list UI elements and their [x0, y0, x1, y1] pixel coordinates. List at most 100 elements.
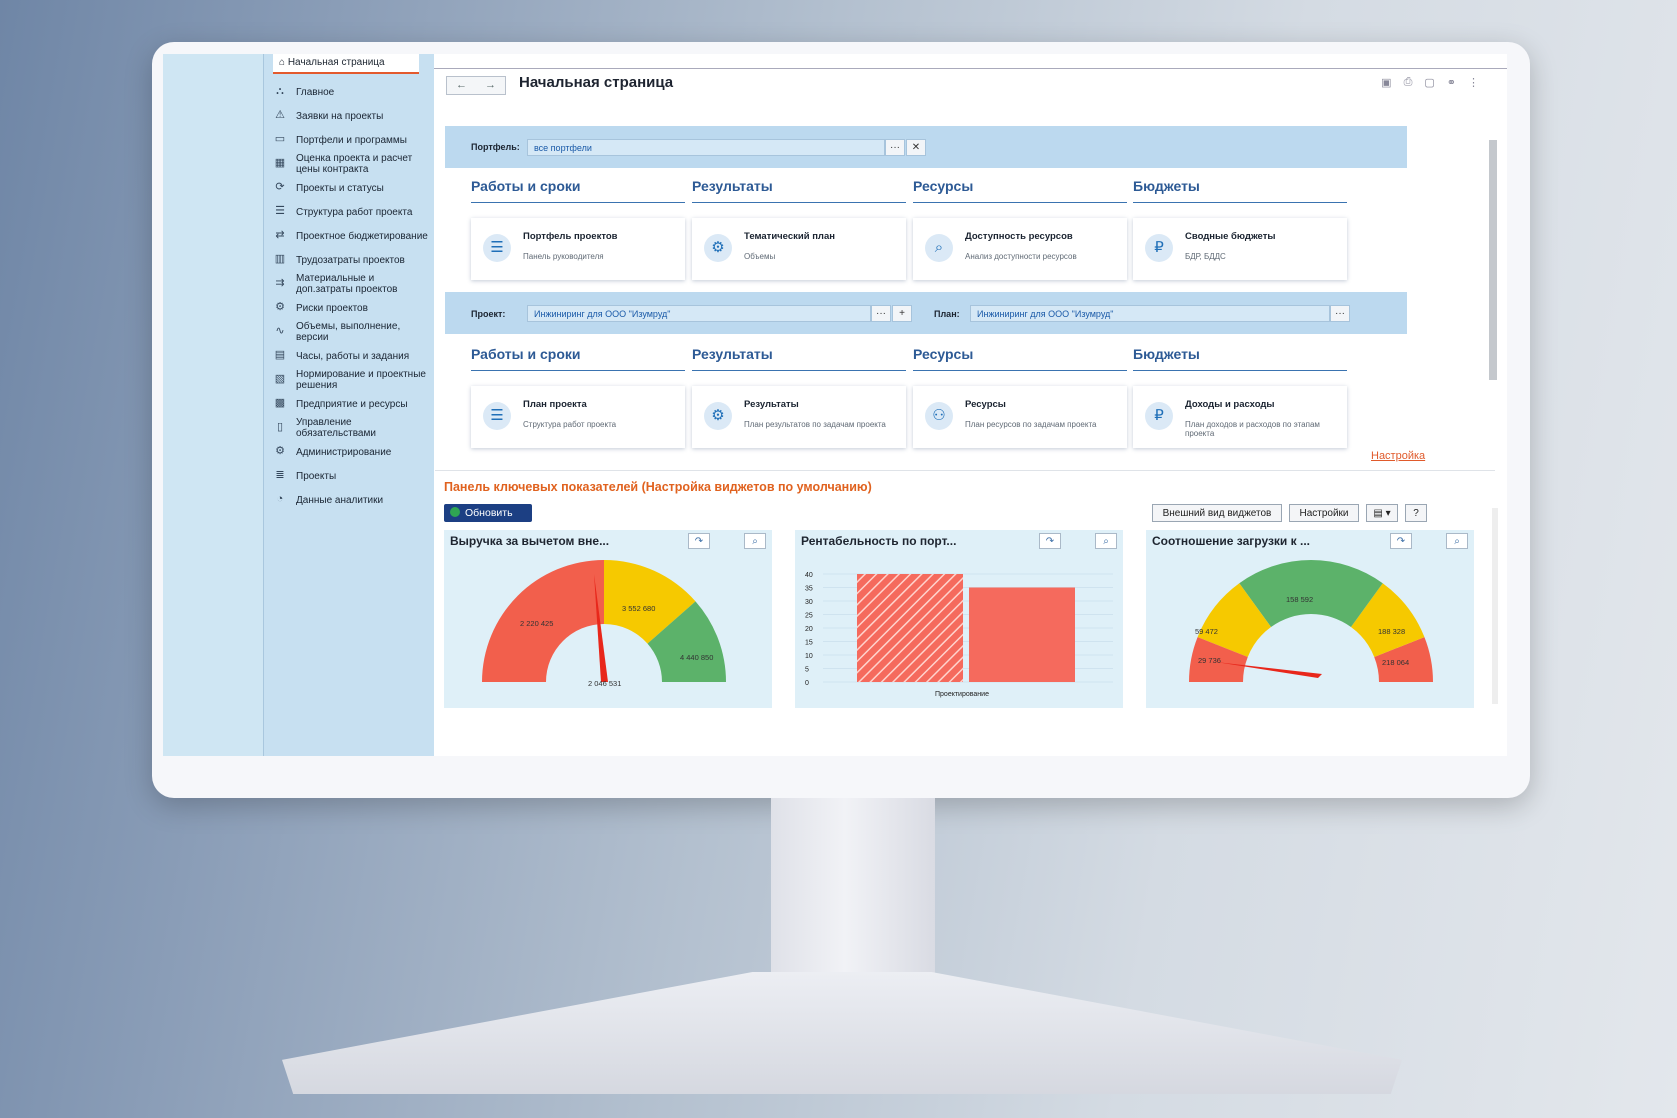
sidebar-item-7[interactable]: ▥ Трудозатраты проектов: [273, 248, 431, 272]
portfolio-clear-button[interactable]: ✕: [906, 139, 926, 156]
lower-scrollbar[interactable]: [1492, 508, 1498, 704]
card-subtitle: План ресурсов по задачам проекта: [965, 420, 1097, 429]
main-area: ← → Начальная страница ▣ ⎙ ▢ ⚭ ⋮ Портфел…: [434, 54, 1507, 756]
home-icon: ⌂: [279, 57, 288, 68]
sidebar-item-9[interactable]: ⚙ Риски проектов: [273, 296, 431, 320]
portfolio-choose-button[interactable]: ···: [885, 139, 905, 156]
section-title: Работы и сроки: [471, 346, 685, 371]
back-arrow-icon[interactable]: ←: [456, 79, 467, 91]
gauge-segment-green: [647, 601, 726, 682]
card-title: Доступность ресурсов: [965, 231, 1073, 242]
sidebar-item-15[interactable]: ⚙ Администрирование: [273, 440, 431, 464]
sidebar-item-11[interactable]: ▤ Часы, работы и задания: [273, 344, 431, 368]
upper-scrollbar-thumb[interactable]: [1489, 140, 1497, 380]
y-tick-label: 10: [805, 653, 813, 660]
card-title: Тематический план: [744, 231, 835, 242]
x-category-label: Проектирование: [935, 691, 989, 698]
help-button[interactable]: ?: [1405, 504, 1427, 522]
zoom-icon[interactable]: ⌕: [1095, 533, 1117, 549]
link-icon[interactable]: ⚭: [1446, 77, 1456, 89]
sidebar-item-8[interactable]: ⇉ Материальные и доп.затраты проектов: [273, 272, 431, 296]
widget-appearance-button[interactable]: Внешний вид виджетов: [1152, 504, 1282, 522]
card-title: Сводные бюджеты: [1185, 231, 1276, 242]
plan-choose-button[interactable]: ···: [1330, 305, 1350, 322]
drilldown-icon[interactable]: ↷: [688, 533, 710, 549]
tab-home[interactable]: ⌂ Начальная страница: [273, 54, 419, 74]
print-icon[interactable]: ⎙: [1403, 76, 1413, 88]
bar-1: [969, 587, 1075, 682]
forward-arrow-icon[interactable]: →: [485, 79, 496, 91]
sidebar-item-5[interactable]: ☰ Структура работ проекта: [273, 200, 431, 224]
sidebar-item-label: Предприятие и ресурсы: [296, 398, 408, 410]
kpi-settings-button[interactable]: Настройки: [1289, 504, 1359, 522]
app-screen: ⌂ Начальная страница ⛬ Главное ⚠ Заявки на …: [163, 54, 1507, 756]
nav-card[interactable]: ₽ Доходы и расходы План доходов и расходов…: [1133, 386, 1347, 448]
gear-icon: ⚙: [275, 445, 285, 457]
kpi-panel-title: Панель ключевых показателей (Настройка в…: [444, 480, 872, 494]
sidebar-item-10[interactable]: ∿ Объемы, выполнение, версии: [273, 320, 431, 344]
nav-card[interactable]: ⚇ Ресурсы План ресурсов по задачам проекта: [913, 386, 1127, 448]
drilldown-icon[interactable]: ↷: [1039, 533, 1061, 549]
gauge-segment-3: [1350, 583, 1425, 657]
refresh-label: Обновить: [465, 507, 513, 519]
labor-icon: ▥: [274, 253, 286, 265]
portfolio-input[interactable]: все портфели: [527, 139, 885, 156]
y-tick-label: 25: [805, 613, 813, 620]
save-icon[interactable]: ▣: [1381, 77, 1392, 89]
results-icon: ⚙: [704, 402, 732, 430]
gauge-chart-load: 29 736 59 472 158 592 188 328 218 064: [1189, 560, 1433, 682]
view-options-dropdown[interactable]: ▤ ▾: [1366, 504, 1398, 522]
drilldown-icon[interactable]: ↷: [1390, 533, 1412, 549]
card-subtitle: План результатов по задачам проекта: [744, 420, 886, 429]
card-title: План проекта: [523, 399, 587, 410]
settings-link[interactable]: Настройка: [1371, 450, 1426, 462]
project-add-button[interactable]: +: [892, 305, 912, 322]
nav-card[interactable]: ⚙ Тематический план Объемы: [692, 218, 906, 280]
y-tick-label: 40: [805, 572, 813, 579]
gauge-label-4: 188 328: [1378, 627, 1405, 636]
sidebar-item-17[interactable]: ◔ Данные аналитики: [273, 488, 431, 512]
upper-scrollbar[interactable]: [1488, 132, 1497, 442]
zoom-icon[interactable]: ⌕: [744, 533, 766, 549]
nav-card[interactable]: ⚙ Результаты План результатов по задачам п…: [692, 386, 906, 448]
sidebar-item-14[interactable]: ▯ Управление обязательствами: [273, 416, 431, 440]
sidebar-item-4[interactable]: ⟳ Проекты и статусы: [273, 176, 431, 200]
sidebar-item-0[interactable]: ⛬ Главное: [273, 80, 431, 104]
wbs-icon: ☰: [275, 205, 285, 217]
card-title: Портфель проектов: [523, 231, 618, 242]
nav-card[interactable]: ☰ План проекта Структура работ проекта: [471, 386, 685, 448]
zoom-icon[interactable]: ⌕: [1446, 533, 1468, 549]
refresh-button[interactable]: Обновить: [444, 504, 532, 522]
widget-title: Выручка за вычетом вне...: [450, 534, 610, 548]
plan-input[interactable]: Инжиниринг для ООО "Изумруд": [970, 305, 1330, 322]
sidebar-item-16[interactable]: ≣ Проекты: [273, 464, 431, 488]
nav-card[interactable]: ☰ Портфель проектов Панель руководителя: [471, 218, 685, 280]
nav-card[interactable]: ⌕ Доступность ресурсов Анализ доступности …: [913, 218, 1127, 280]
gauge-label-2: 3 552 680: [622, 604, 655, 613]
monitor-stand-base: [282, 972, 1402, 1094]
sidebar-item-1[interactable]: ⚠ Заявки на проекты: [273, 104, 431, 128]
home-chart-icon: ⛬: [276, 85, 284, 97]
gauge-label-5: 218 064: [1382, 658, 1409, 667]
section-title: Ресурсы: [913, 178, 1127, 203]
widget-title: Рентабельность по порт...: [801, 534, 957, 548]
sidebar-item-3[interactable]: ▦ Оценка проекта и расчет цены контракта: [273, 152, 431, 176]
section-title: Ресурсы: [913, 346, 1127, 371]
project-choose-button[interactable]: ···: [871, 305, 891, 322]
sidebar-item-6[interactable]: ⇄ Проектное бюджетирование: [273, 224, 431, 248]
sidebar-item-label: Данные аналитики: [296, 494, 384, 506]
sidebar-item-12[interactable]: ▧ Нормирование и проектные решения: [273, 368, 431, 392]
sidebar-item-label: Заявки на проекты: [296, 110, 384, 122]
ruble-icon: ₽: [1145, 402, 1173, 430]
gauge-needle: [1216, 662, 1322, 678]
project-input[interactable]: Инжиниринг для ООО "Изумруд": [527, 305, 871, 322]
preview-icon[interactable]: ▢: [1424, 77, 1435, 89]
page-title: Начальная страница: [519, 74, 674, 91]
y-tick-label: 0: [805, 680, 809, 687]
more-icon[interactable]: ⋮: [1468, 77, 1479, 89]
sidebar-item-2[interactable]: ▭ Портфели и программы: [273, 128, 431, 152]
nav-card[interactable]: ₽ Сводные бюджеты БДР, БДДС: [1133, 218, 1347, 280]
sidebar-item-13[interactable]: ▩ Предприятие и ресурсы: [273, 392, 431, 416]
gauge-label-1: 29 736: [1198, 656, 1221, 665]
tab-home-label: Начальная страница: [287, 57, 385, 68]
